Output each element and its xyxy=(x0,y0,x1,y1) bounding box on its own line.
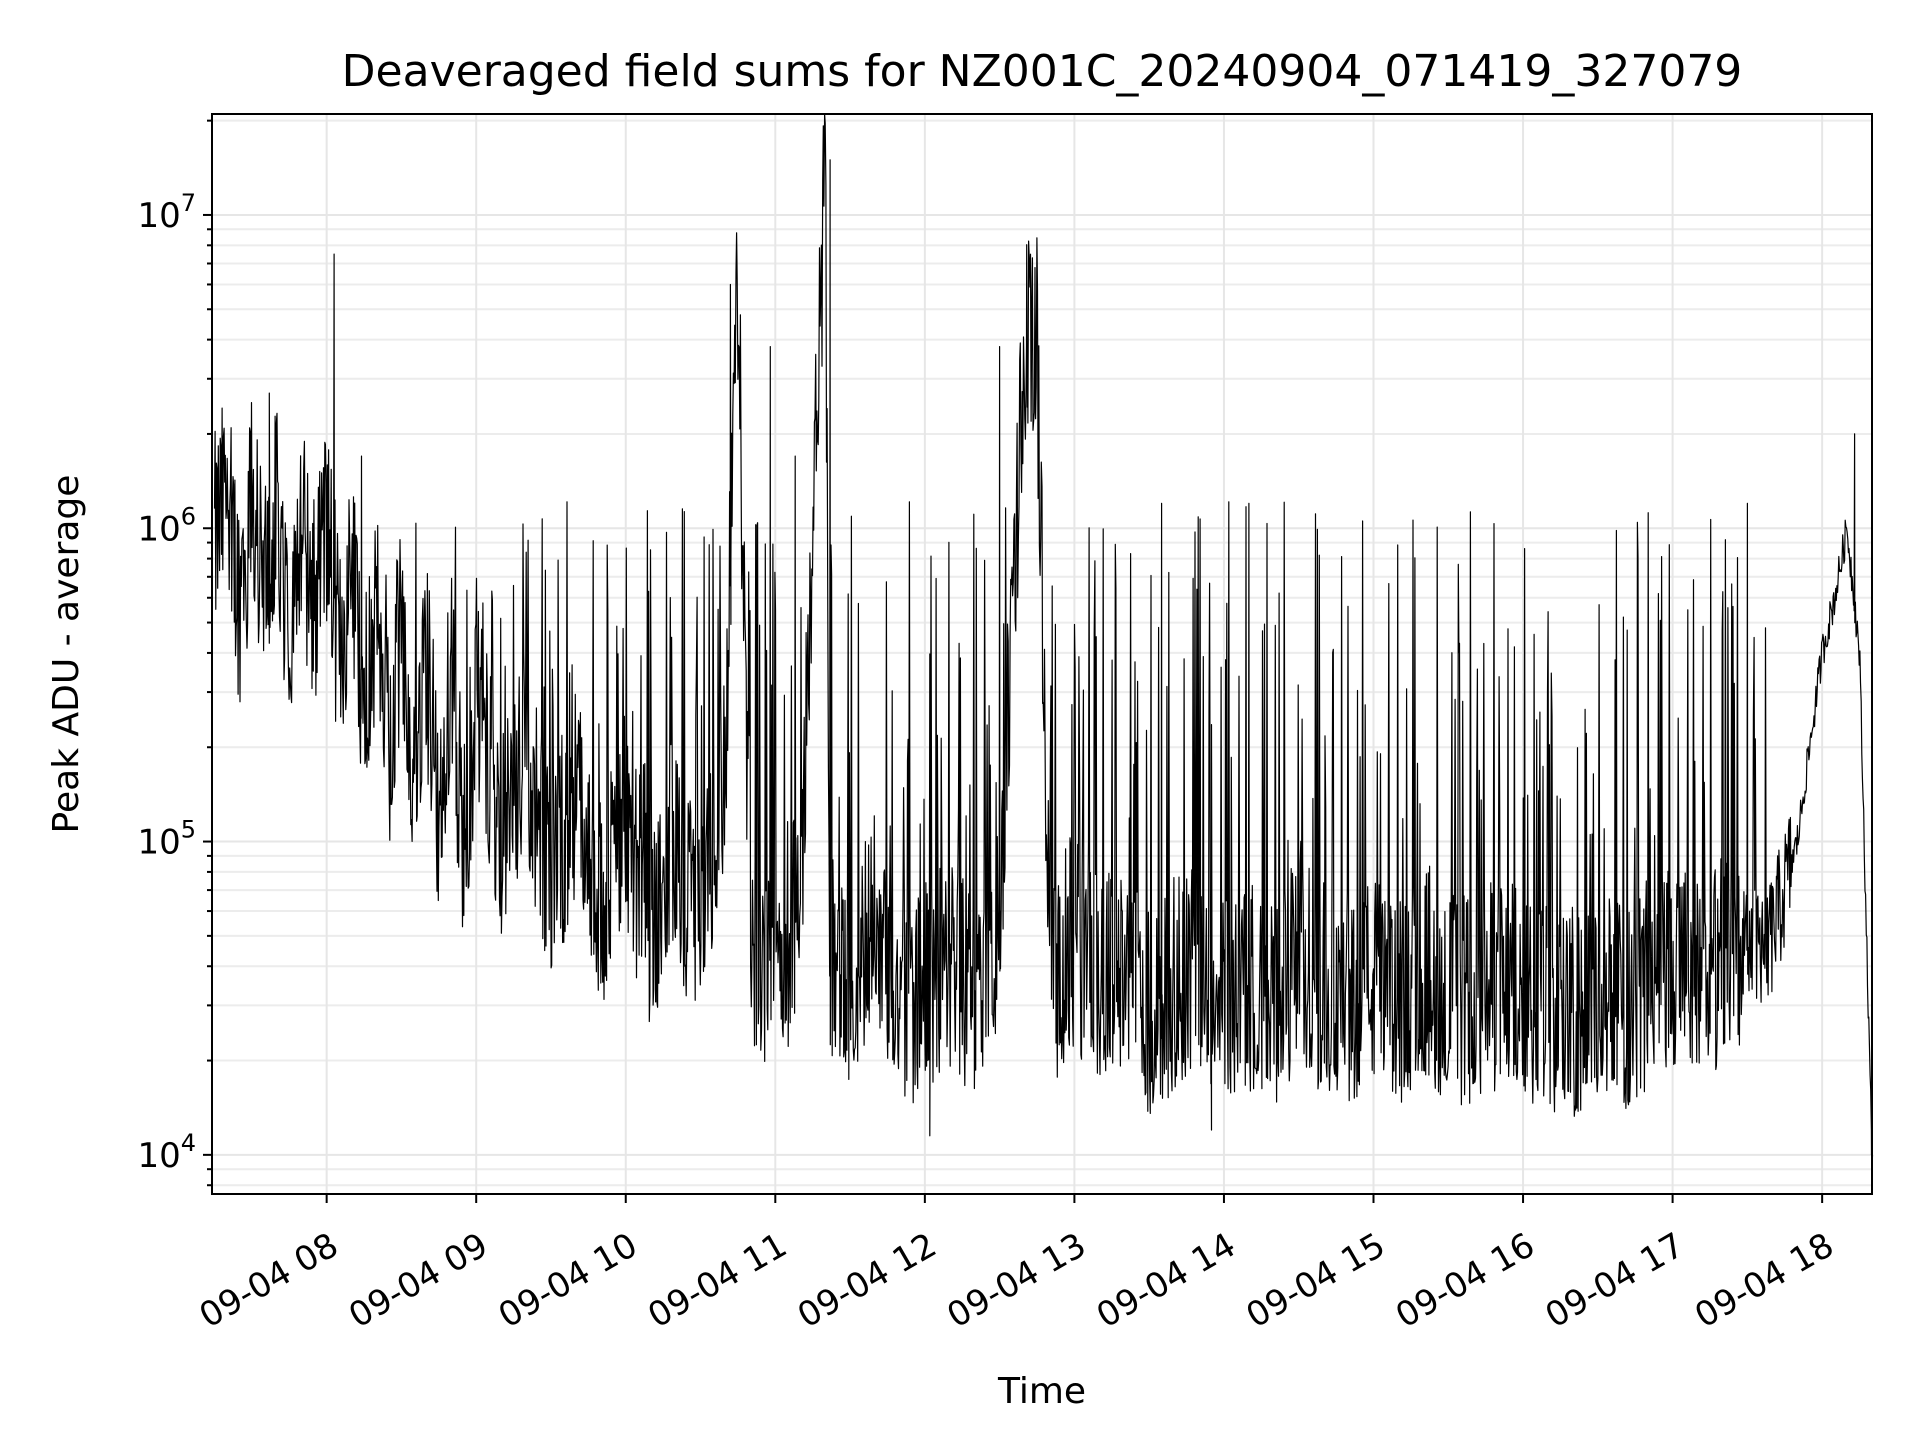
x-axis-label: Time xyxy=(997,1371,1086,1412)
plot-frame xyxy=(211,113,1873,1195)
series-line xyxy=(213,113,1874,1170)
x-tick-label: 09-04 09 xyxy=(342,1225,494,1336)
x-tick-label: 09-04 11 xyxy=(641,1225,793,1336)
y-tick-label: 105 xyxy=(137,816,196,863)
series-layer xyxy=(213,113,1874,1170)
x-tick-label: 09-04 15 xyxy=(1240,1225,1392,1336)
y-tick-label: 106 xyxy=(137,502,196,549)
x-tick-label: 09-04 13 xyxy=(941,1225,1093,1336)
y-tick-label: 104 xyxy=(137,1129,196,1176)
x-tick-label: 09-04 17 xyxy=(1539,1225,1691,1336)
x-tick-label: 09-04 18 xyxy=(1688,1225,1840,1336)
x-tick-label: 09-04 12 xyxy=(791,1225,943,1336)
y-tick-label: 107 xyxy=(137,189,196,236)
chart-title: Deaveraged field sums for NZ001C_2024090… xyxy=(342,46,1743,97)
x-tick-label: 09-04 10 xyxy=(492,1225,644,1336)
x-tick-label: 09-04 14 xyxy=(1090,1225,1242,1336)
x-tick-label: 09-04 16 xyxy=(1389,1225,1541,1336)
y-axis-label: Peak ADU - average xyxy=(46,475,87,834)
x-tick-label: 09-04 08 xyxy=(193,1225,345,1336)
